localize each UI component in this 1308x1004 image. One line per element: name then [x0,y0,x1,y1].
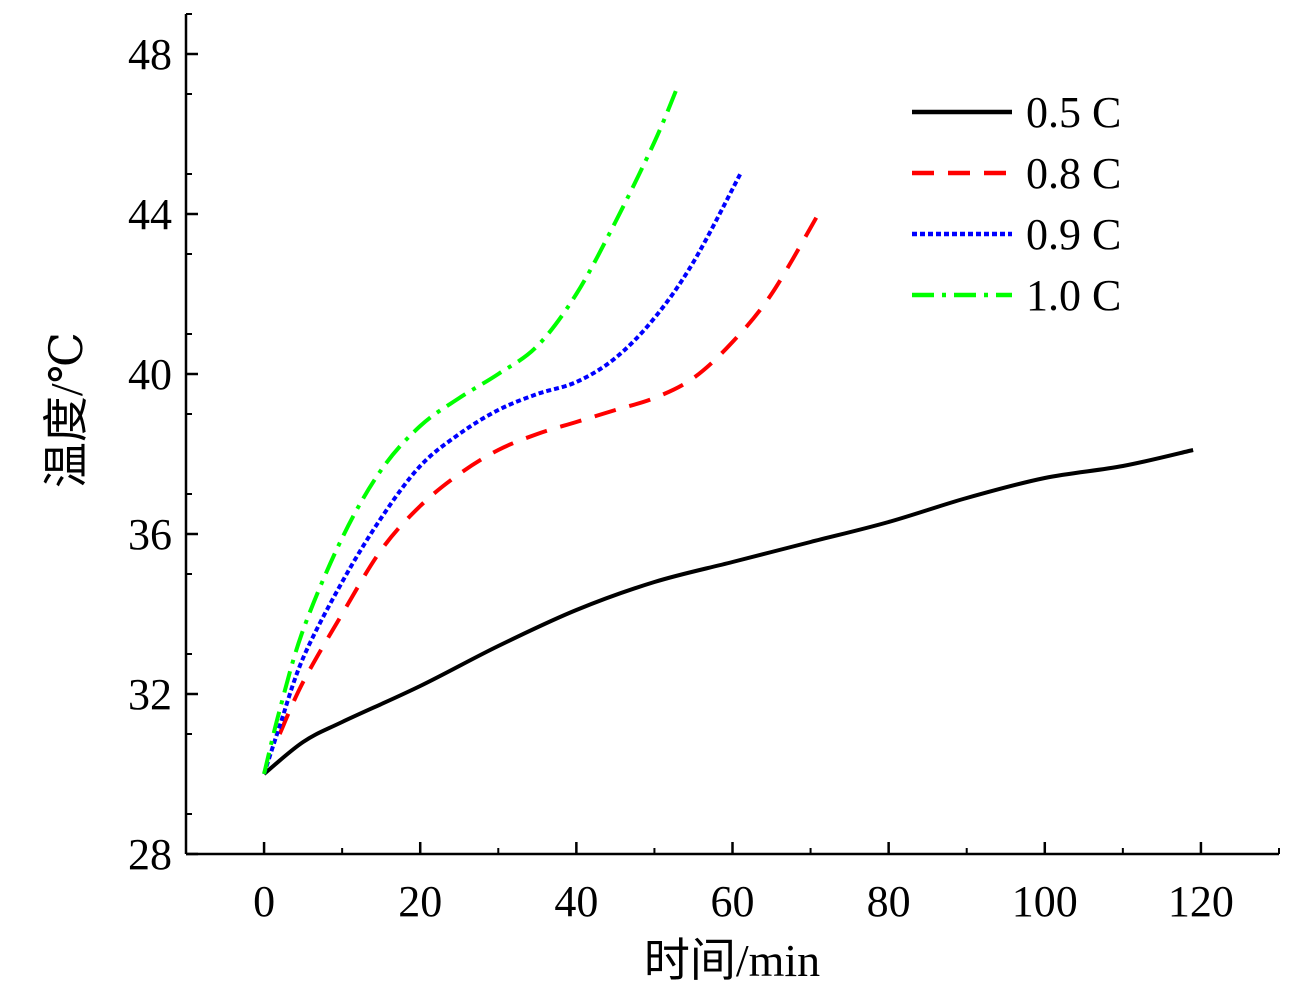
plot-frame [184,14,1279,856]
series-layer [262,85,1194,776]
legend-label-3: 1.0 C [1026,271,1121,320]
y-tick-label: 48 [128,30,172,79]
legend-label-0: 0.5 C [1026,88,1121,137]
y-ticks: 28 32 36 40 44 48 [128,13,198,879]
x-tick-label: 40 [554,877,598,926]
series-line-3 [262,85,680,775]
series-line-0 [262,448,1194,776]
series-line-1 [277,212,821,735]
legend: 0.5 C 0.8 C 0.9 C 1.0 C [912,88,1121,320]
y-tick-label: 32 [128,670,172,719]
y-tick-label: 40 [128,350,172,399]
y-tick-label: 28 [128,830,172,879]
legend-label-2: 0.9 C [1026,210,1121,259]
x-tick-label: 100 [1012,877,1078,926]
x-tick-label: 60 [711,877,755,926]
x-tick-label: 80 [867,877,911,926]
x-ticks: 0 20 40 60 80 100 120 [185,842,1280,926]
y-axis-title: 温度/℃ [41,332,92,488]
series-line-2 [262,173,743,775]
x-tick-label: 120 [1168,877,1234,926]
x-axis-title: 时间/min [644,935,820,986]
y-tick-label: 44 [128,190,172,239]
x-tick-label: 0 [253,877,275,926]
x-tick-label: 20 [398,877,442,926]
y-tick-label: 36 [128,510,172,559]
legend-label-1: 0.8 C [1026,149,1121,198]
